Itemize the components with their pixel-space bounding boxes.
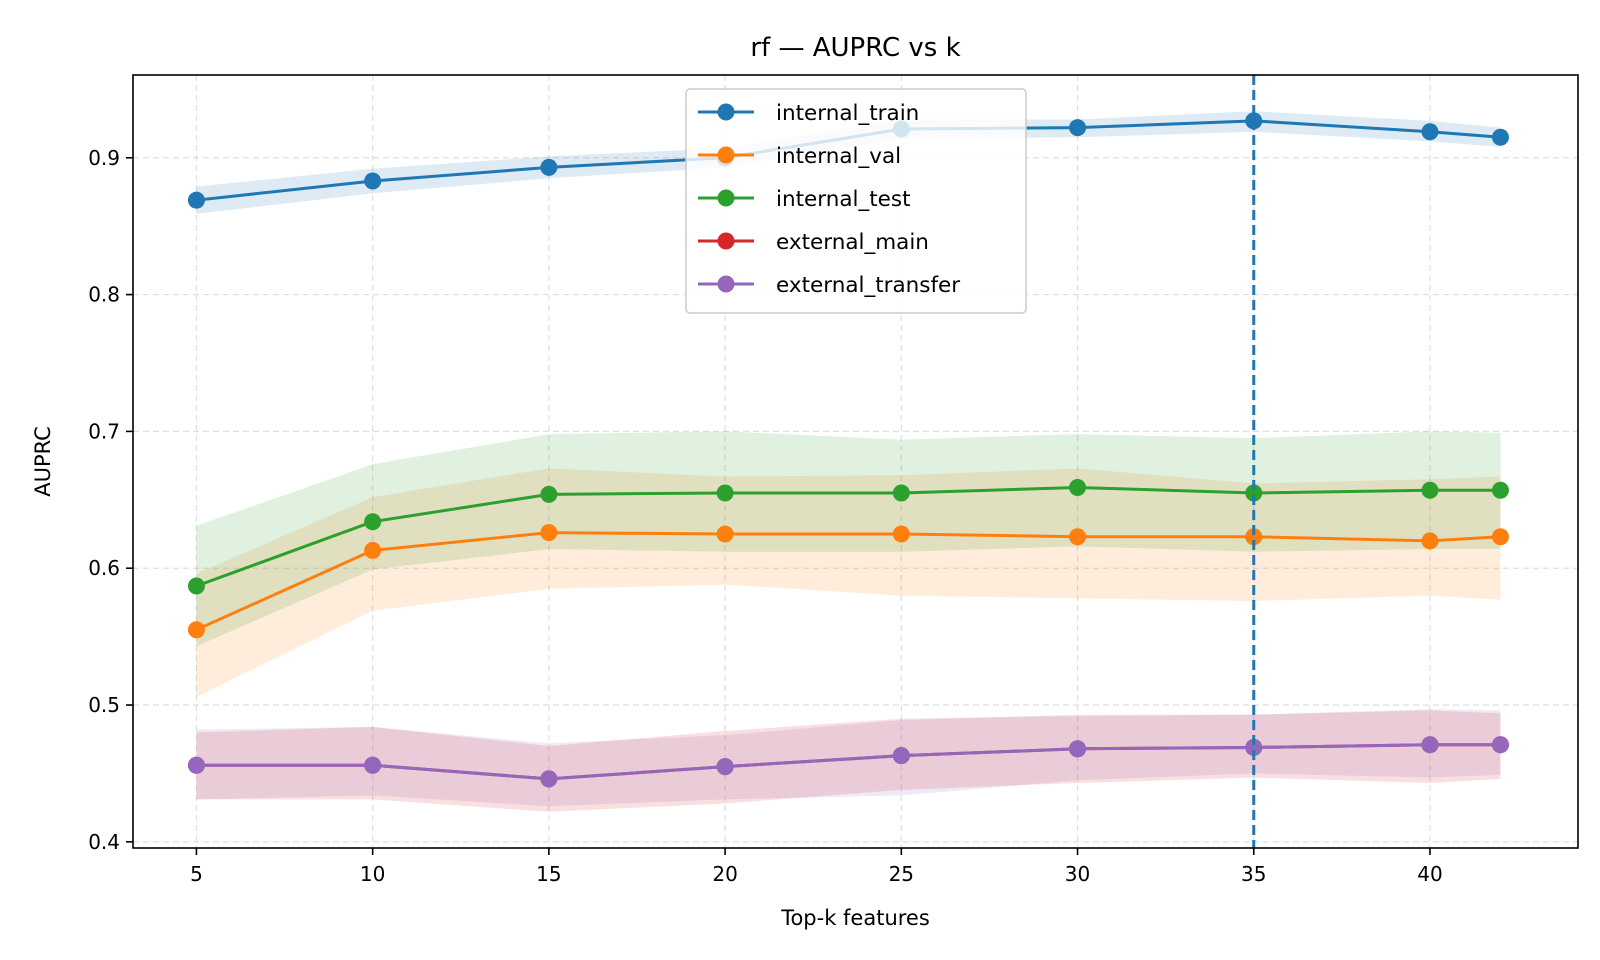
- external_main-band: [196, 710, 1501, 812]
- internal_val-point: [1491, 528, 1509, 546]
- internal_train-point: [364, 172, 382, 190]
- internal_train-point: [187, 191, 205, 209]
- internal_val-point: [364, 541, 382, 559]
- internal_val-point: [1421, 532, 1439, 550]
- internal_val-point: [892, 525, 910, 543]
- x-tick-label: 25: [889, 862, 914, 886]
- y-tick-label: 0.5: [88, 693, 120, 717]
- internal_train-point: [540, 158, 558, 176]
- internal_test-point: [364, 513, 382, 531]
- y-axis-label: AUPRC: [31, 426, 55, 497]
- legend-label: internal_val: [776, 144, 901, 169]
- external_transfer-point: [1069, 740, 1087, 758]
- grid: [133, 75, 1578, 848]
- legend-label: external_main: [776, 230, 929, 255]
- internal_test-point: [1421, 481, 1439, 499]
- internal_train-point: [1491, 128, 1509, 146]
- internal_test-band: [196, 431, 1501, 647]
- external_transfer-point: [1421, 736, 1439, 754]
- legend-swatch-marker: [717, 232, 735, 250]
- legend-label: internal_train: [776, 101, 919, 126]
- external_transfer-point: [364, 756, 382, 774]
- y-tick-label: 0.9: [88, 146, 120, 170]
- chart-title: rf — AUPRC vs k: [750, 33, 960, 63]
- legend-swatch-marker: [717, 275, 735, 293]
- plot-frame: [132, 74, 1579, 849]
- x-tick-label: 40: [1417, 862, 1442, 886]
- external_transfer-point: [716, 758, 734, 776]
- internal_val-point: [540, 524, 558, 542]
- internal_test-point: [1491, 481, 1509, 499]
- legend-label: external_transfer: [776, 273, 960, 298]
- legend-swatch-marker: [717, 146, 735, 164]
- internal_train-point: [1069, 119, 1087, 137]
- y-tick-label: 0.6: [88, 556, 120, 580]
- internal_val-point: [1069, 528, 1087, 546]
- y-tick-label: 0.8: [88, 283, 120, 307]
- x-tick-label: 15: [536, 862, 561, 886]
- external_transfer-point: [540, 770, 558, 788]
- external_transfer-point: [892, 747, 910, 765]
- external_transfer-point: [1491, 736, 1509, 754]
- internal_test-point: [1069, 478, 1087, 496]
- y-tick-label: 0.4: [88, 830, 120, 854]
- internal_val-point: [187, 621, 205, 639]
- y-tick-label: 0.7: [88, 419, 120, 443]
- x-axis-label: Top-k features: [780, 906, 930, 930]
- legend-swatch-marker: [717, 103, 735, 121]
- legend-swatch-marker: [717, 189, 735, 207]
- x-tick-label: 20: [712, 862, 737, 886]
- internal_test-point: [716, 484, 734, 502]
- x-tick-label: 35: [1241, 862, 1266, 886]
- x-tick-label: 10: [360, 862, 385, 886]
- legend: internal_train internal_val internal_teste…: [685, 88, 1027, 314]
- x-tick-label: 30: [1065, 862, 1090, 886]
- internal_test-point: [540, 485, 558, 503]
- legend-box: [685, 88, 1027, 314]
- internal_test-point: [892, 484, 910, 502]
- internal_val-point: [1245, 528, 1263, 546]
- internal_val-band: [196, 468, 1501, 697]
- internal_test-point: [1245, 484, 1263, 502]
- internal_train-point: [1421, 123, 1439, 141]
- external_transfer-point: [187, 756, 205, 774]
- internal_test-point: [187, 577, 205, 595]
- internal_val-point: [716, 525, 734, 543]
- legend-label: internal_test: [776, 187, 911, 212]
- x-tick-label: 5: [190, 862, 203, 886]
- external_transfer-point: [1245, 738, 1263, 756]
